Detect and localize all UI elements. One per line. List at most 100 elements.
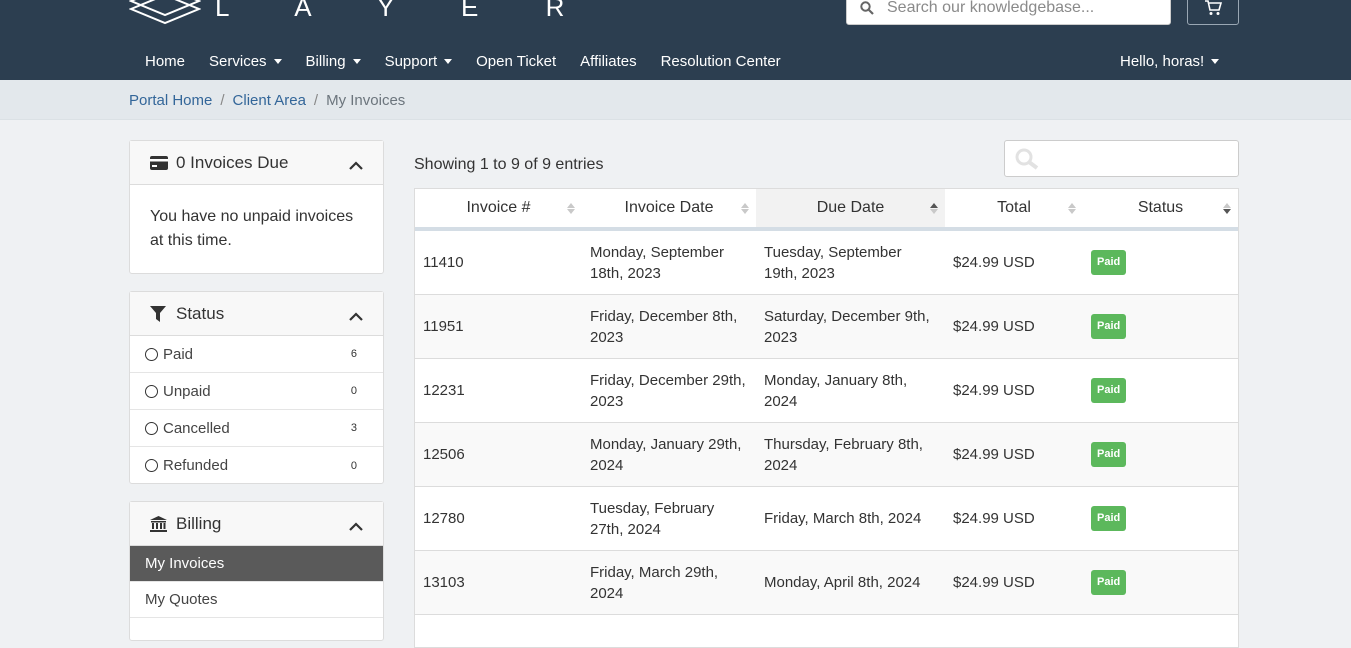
column-label: Status <box>1137 199 1184 216</box>
billing-menu-title: Billing <box>176 513 222 533</box>
invoice-number: 12780 <box>423 510 465 527</box>
nav-open-ticket[interactable]: Open Ticket <box>464 48 568 74</box>
radio-icon <box>145 459 158 472</box>
knowledgebase-search-input[interactable] <box>887 0 1157 17</box>
table-row[interactable]: 12231 Friday, December 29th, 2023 Monday… <box>415 359 1238 423</box>
filter-icon <box>150 305 170 322</box>
invoices-due-header[interactable]: 0 Invoices Due <box>130 141 383 185</box>
filter-cancelled[interactable]: Cancelled 3 <box>130 410 383 447</box>
radio-icon <box>145 384 158 398</box>
caret-down-icon <box>273 58 282 64</box>
invoice-date: Tuesday, February 27th, 2024 <box>590 499 715 538</box>
invoices-table: Invoice # Invoice Date Due Date Total St… <box>414 188 1239 648</box>
filter-unpaid[interactable]: Unpaid 0 <box>130 373 383 410</box>
nav-billing[interactable]: Billing <box>294 48 373 74</box>
invoice-total: $24.99 USD <box>953 446 1035 463</box>
breadcrumb-bar: Portal Home / Client Area / My Invoices <box>0 80 1351 120</box>
invoice-total: $24.99 USD <box>953 318 1035 335</box>
column-status[interactable]: Status <box>1083 189 1238 227</box>
nav-label: Home <box>145 52 186 70</box>
invoice-date: Friday, March 29th, 2024 <box>590 563 719 602</box>
invoice-total: $24.99 USD <box>953 254 1035 271</box>
invoice-date: Monday, January 29th, 2024 <box>590 435 742 474</box>
nav-home[interactable]: Home <box>133 48 197 74</box>
chevron-up-icon[interactable] <box>349 156 363 176</box>
status-badge: Paid <box>1091 378 1127 403</box>
invoice-status: Paid <box>1083 506 1238 531</box>
table-search-input[interactable] <box>1004 140 1239 177</box>
invoice-status: Paid <box>1083 442 1238 467</box>
breadcrumb-current: My Invoices <box>326 92 406 109</box>
filter-count: 6 <box>350 348 357 360</box>
brand-logo[interactable]: L A Y E R <box>129 0 594 28</box>
due-date: Monday, January 8th, 2024 <box>764 371 908 410</box>
knowledgebase-search[interactable] <box>846 0 1171 25</box>
bank-icon <box>150 515 170 532</box>
filter-count: 0 <box>350 459 357 472</box>
filter-label: Refunded <box>163 457 229 474</box>
user-greeting: Hello, horas! <box>1120 52 1205 70</box>
sort-icon <box>567 203 575 214</box>
nav-label: Support <box>384 52 438 70</box>
nav-support[interactable]: Support <box>373 48 465 74</box>
filter-paid[interactable]: Paid 6 <box>130 336 383 373</box>
invoice-date: Friday, December 29th, 2023 <box>590 371 746 410</box>
search-icon <box>847 0 887 15</box>
status-filter-header[interactable]: Status <box>130 292 383 336</box>
menu-my-invoices[interactable]: My Invoices <box>130 546 383 582</box>
menu-my-quotes[interactable]: My Quotes <box>130 582 383 618</box>
user-menu[interactable]: Hello, horas! <box>1108 48 1231 74</box>
invoice-number: 11410 <box>423 254 464 271</box>
breadcrumb-client-area[interactable]: Client Area <box>232 92 306 109</box>
invoice-number: 12231 <box>423 382 465 399</box>
due-date: Thursday, February 8th, 2024 <box>764 435 923 474</box>
invoice-status: Paid <box>1083 250 1238 275</box>
column-invoice-number[interactable]: Invoice # <box>415 189 582 227</box>
nav-label: Affiliates <box>580 52 637 70</box>
filter-refunded[interactable]: Refunded 0 <box>130 447 383 484</box>
status-badge: Paid <box>1091 250 1127 275</box>
invoice-total: $24.99 USD <box>953 510 1035 527</box>
column-label: Total <box>997 199 1031 216</box>
table-row[interactable]: 13103 Friday, March 29th, 2024 Monday, A… <box>415 551 1238 615</box>
nav-affiliates[interactable]: Affiliates <box>568 48 648 74</box>
breadcrumb-portal-home[interactable]: Portal Home <box>129 92 213 109</box>
column-invoice-date[interactable]: Invoice Date <box>582 189 756 227</box>
filter-count: 0 <box>350 385 357 397</box>
logo-icon <box>129 0 201 25</box>
column-total[interactable]: Total <box>945 189 1083 227</box>
main-nav: Home Services Billing Support Open Ticke… <box>133 48 793 74</box>
table-row[interactable]: 12780 Tuesday, February 27th, 2024 Frida… <box>415 487 1238 551</box>
status-filter-card: Status Paid 6 Unpaid 0 Cancelled 3 Refunded… <box>129 291 384 484</box>
due-date: Monday, April 8th, 2024 <box>764 574 921 591</box>
due-date: Saturday, December 9th, 2023 <box>764 307 930 346</box>
invoices-due-card: 0 Invoices Due You have no unpaid invoic… <box>129 140 384 274</box>
radio-icon <box>145 421 158 435</box>
cart-button[interactable]: 0 <box>1187 0 1239 25</box>
invoices-due-title: 0 Invoices Due <box>176 152 289 172</box>
chevron-up-icon[interactable] <box>349 307 363 327</box>
invoice-total: $24.99 USD <box>953 382 1035 399</box>
filter-label: Unpaid <box>163 382 211 400</box>
column-due-date[interactable]: Due Date <box>756 189 945 227</box>
breadcrumb: Portal Home / Client Area / My Invoices <box>129 92 405 109</box>
cart-icon <box>1205 0 1222 15</box>
status-filter-title: Status <box>176 303 225 323</box>
chevron-up-icon[interactable] <box>349 517 363 537</box>
table-row[interactable]: 11410 Monday, September 18th, 2023 Tuesd… <box>415 231 1238 295</box>
invoice-number: 11951 <box>423 318 464 335</box>
status-badge: Paid <box>1091 570 1127 595</box>
billing-menu-header[interactable]: Billing <box>130 502 383 546</box>
status-badge: Paid <box>1091 506 1127 531</box>
user-nav: Hello, horas! <box>1108 48 1231 74</box>
nav-services[interactable]: Services <box>197 48 294 74</box>
nav-label: Resolution Center <box>660 52 781 70</box>
sort-icon <box>1068 203 1076 214</box>
nav-resolution-center[interactable]: Resolution Center <box>649 48 793 74</box>
column-label: Due Date <box>816 199 885 216</box>
table-row[interactable]: 12506 Monday, January 29th, 2024 Thursda… <box>415 423 1238 487</box>
nav-label: Open Ticket <box>476 52 557 70</box>
sort-icon <box>741 203 749 214</box>
table-row[interactable]: 11951 Friday, December 8th, 2023 Saturda… <box>415 295 1238 359</box>
sort-desc-icon <box>1223 203 1231 214</box>
